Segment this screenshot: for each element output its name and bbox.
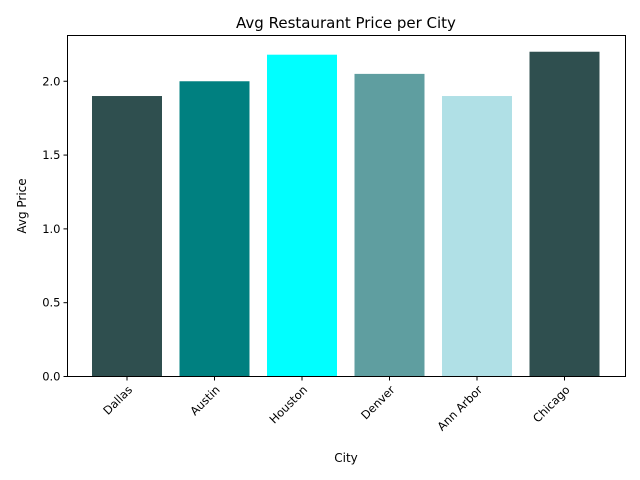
y-axis-label: Avg Price bbox=[15, 178, 29, 233]
bar-denver bbox=[354, 73, 425, 377]
x-tick-label: Ann Arbor bbox=[434, 383, 485, 434]
bar-houston bbox=[267, 54, 337, 377]
y-tick-label: 0.0 bbox=[42, 370, 60, 384]
x-tick-label: Houston bbox=[266, 383, 310, 427]
x-tick-label: Austin bbox=[187, 383, 222, 418]
y-tick-label: 2.0 bbox=[42, 74, 60, 88]
chart-title: Avg Restaurant Price per City bbox=[236, 14, 456, 32]
y-tick-label: 1.5 bbox=[42, 148, 60, 162]
bar-chicago bbox=[529, 51, 600, 377]
x-tick-label: Chicago bbox=[530, 383, 573, 426]
x-axis-label: City bbox=[334, 451, 358, 465]
y-axis: 0.0 0.5 1.0 1.5 2.0 bbox=[42, 74, 68, 384]
x-axis: Dallas Austin Houston Denver Ann Arbor Chicag… bbox=[100, 376, 573, 434]
plot-frame bbox=[67, 35, 626, 377]
x-tick-label: Denver bbox=[358, 383, 398, 423]
bar-austin bbox=[179, 81, 250, 377]
y-tick-label: 1.0 bbox=[42, 222, 60, 236]
x-tick-label: Dallas bbox=[100, 383, 135, 418]
y-tick-label: 0.5 bbox=[42, 296, 60, 310]
bar-ann-arbor bbox=[442, 96, 512, 377]
bars-group bbox=[92, 51, 600, 377]
bar-dallas bbox=[92, 96, 162, 377]
